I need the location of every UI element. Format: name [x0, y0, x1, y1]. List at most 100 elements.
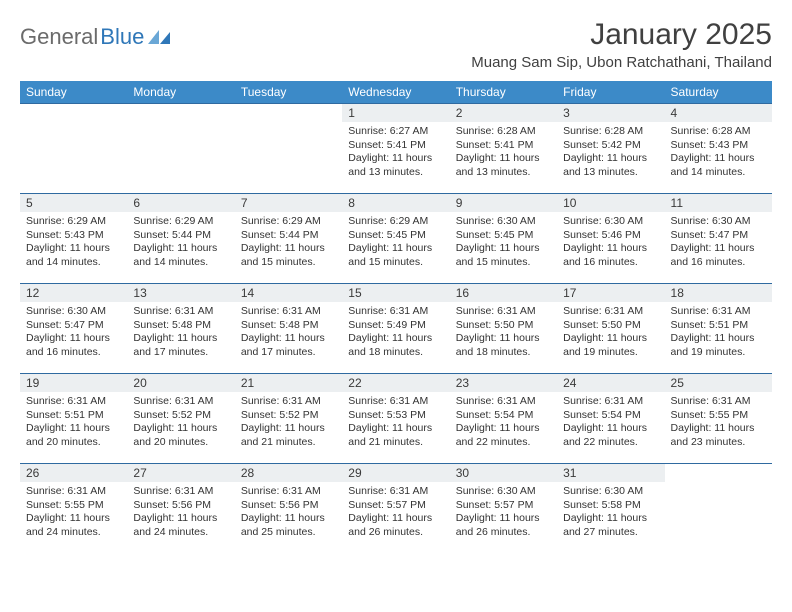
day-number: 6	[127, 194, 234, 212]
day-detail	[20, 122, 127, 129]
logo-sail-icon	[148, 30, 170, 44]
day-detail: Sunrise: 6:31 AMSunset: 5:51 PMDaylight:…	[20, 392, 127, 454]
day-detail: Sunrise: 6:28 AMSunset: 5:42 PMDaylight:…	[557, 122, 664, 184]
calendar-day-cell: 15Sunrise: 6:31 AMSunset: 5:49 PMDayligh…	[342, 284, 449, 374]
day-header: Saturday	[665, 81, 772, 104]
calendar-day-cell: 29Sunrise: 6:31 AMSunset: 5:57 PMDayligh…	[342, 464, 449, 554]
day-detail: Sunrise: 6:29 AMSunset: 5:44 PMDaylight:…	[127, 212, 234, 274]
location-subtitle: Muang Sam Sip, Ubon Ratchathani, Thailan…	[471, 54, 772, 71]
calendar-day-cell: 22Sunrise: 6:31 AMSunset: 5:53 PMDayligh…	[342, 374, 449, 464]
day-number: 15	[342, 284, 449, 302]
day-detail	[665, 482, 772, 489]
day-number: 17	[557, 284, 664, 302]
calendar-day-cell: 7Sunrise: 6:29 AMSunset: 5:44 PMDaylight…	[235, 194, 342, 284]
calendar-day-cell: 9Sunrise: 6:30 AMSunset: 5:45 PMDaylight…	[450, 194, 557, 284]
day-number: 1	[342, 104, 449, 122]
calendar-day-cell: 26Sunrise: 6:31 AMSunset: 5:55 PMDayligh…	[20, 464, 127, 554]
day-number: 9	[450, 194, 557, 212]
day-number: 23	[450, 374, 557, 392]
day-detail: Sunrise: 6:31 AMSunset: 5:54 PMDaylight:…	[450, 392, 557, 454]
calendar-table: SundayMondayTuesdayWednesdayThursdayFrid…	[20, 81, 772, 554]
day-number: 30	[450, 464, 557, 482]
calendar-week-row: 5Sunrise: 6:29 AMSunset: 5:43 PMDaylight…	[20, 194, 772, 284]
day-detail: Sunrise: 6:31 AMSunset: 5:50 PMDaylight:…	[450, 302, 557, 364]
day-detail: Sunrise: 6:31 AMSunset: 5:50 PMDaylight:…	[557, 302, 664, 364]
calendar-day-cell: 27Sunrise: 6:31 AMSunset: 5:56 PMDayligh…	[127, 464, 234, 554]
day-number: 29	[342, 464, 449, 482]
day-number: 13	[127, 284, 234, 302]
day-number: 27	[127, 464, 234, 482]
day-detail: Sunrise: 6:30 AMSunset: 5:46 PMDaylight:…	[557, 212, 664, 274]
calendar-day-cell	[127, 104, 234, 194]
calendar-week-row: 19Sunrise: 6:31 AMSunset: 5:51 PMDayligh…	[20, 374, 772, 464]
calendar-day-cell: 3Sunrise: 6:28 AMSunset: 5:42 PMDaylight…	[557, 104, 664, 194]
day-number: 11	[665, 194, 772, 212]
day-detail: Sunrise: 6:30 AMSunset: 5:45 PMDaylight:…	[450, 212, 557, 274]
title-block: January 2025 Muang Sam Sip, Ubon Ratchat…	[471, 18, 772, 77]
calendar-day-cell: 21Sunrise: 6:31 AMSunset: 5:52 PMDayligh…	[235, 374, 342, 464]
day-detail: Sunrise: 6:31 AMSunset: 5:48 PMDaylight:…	[127, 302, 234, 364]
calendar-day-cell: 16Sunrise: 6:31 AMSunset: 5:50 PMDayligh…	[450, 284, 557, 374]
day-number: 31	[557, 464, 664, 482]
day-detail: Sunrise: 6:31 AMSunset: 5:55 PMDaylight:…	[20, 482, 127, 544]
calendar-day-cell: 19Sunrise: 6:31 AMSunset: 5:51 PMDayligh…	[20, 374, 127, 464]
day-header: Monday	[127, 81, 234, 104]
day-number: 24	[557, 374, 664, 392]
day-detail: Sunrise: 6:28 AMSunset: 5:43 PMDaylight:…	[665, 122, 772, 184]
day-detail: Sunrise: 6:30 AMSunset: 5:47 PMDaylight:…	[20, 302, 127, 364]
day-detail: Sunrise: 6:29 AMSunset: 5:44 PMDaylight:…	[235, 212, 342, 274]
day-detail: Sunrise: 6:31 AMSunset: 5:48 PMDaylight:…	[235, 302, 342, 364]
calendar-day-cell: 31Sunrise: 6:30 AMSunset: 5:58 PMDayligh…	[557, 464, 664, 554]
calendar-day-cell: 5Sunrise: 6:29 AMSunset: 5:43 PMDaylight…	[20, 194, 127, 284]
logo-word2: Blue	[100, 24, 144, 50]
day-number: 22	[342, 374, 449, 392]
day-header: Wednesday	[342, 81, 449, 104]
calendar-header-row: SundayMondayTuesdayWednesdayThursdayFrid…	[20, 81, 772, 104]
calendar-day-cell: 8Sunrise: 6:29 AMSunset: 5:45 PMDaylight…	[342, 194, 449, 284]
calendar-day-cell: 1Sunrise: 6:27 AMSunset: 5:41 PMDaylight…	[342, 104, 449, 194]
day-detail	[127, 122, 234, 129]
day-detail: Sunrise: 6:31 AMSunset: 5:56 PMDaylight:…	[127, 482, 234, 544]
logo-word1: General	[20, 24, 98, 50]
day-detail: Sunrise: 6:30 AMSunset: 5:57 PMDaylight:…	[450, 482, 557, 544]
day-detail: Sunrise: 6:29 AMSunset: 5:43 PMDaylight:…	[20, 212, 127, 274]
calendar-day-cell: 12Sunrise: 6:30 AMSunset: 5:47 PMDayligh…	[20, 284, 127, 374]
day-detail: Sunrise: 6:31 AMSunset: 5:53 PMDaylight:…	[342, 392, 449, 454]
day-detail: Sunrise: 6:31 AMSunset: 5:52 PMDaylight:…	[235, 392, 342, 454]
day-detail: Sunrise: 6:31 AMSunset: 5:56 PMDaylight:…	[235, 482, 342, 544]
day-detail: Sunrise: 6:29 AMSunset: 5:45 PMDaylight:…	[342, 212, 449, 274]
day-number: 12	[20, 284, 127, 302]
calendar-day-cell: 4Sunrise: 6:28 AMSunset: 5:43 PMDaylight…	[665, 104, 772, 194]
day-detail: Sunrise: 6:31 AMSunset: 5:51 PMDaylight:…	[665, 302, 772, 364]
day-number: 14	[235, 284, 342, 302]
day-number: 8	[342, 194, 449, 212]
day-number: 20	[127, 374, 234, 392]
calendar-day-cell	[235, 104, 342, 194]
day-number: 26	[20, 464, 127, 482]
day-header: Sunday	[20, 81, 127, 104]
calendar-day-cell: 28Sunrise: 6:31 AMSunset: 5:56 PMDayligh…	[235, 464, 342, 554]
calendar-day-cell: 11Sunrise: 6:30 AMSunset: 5:47 PMDayligh…	[665, 194, 772, 284]
calendar-day-cell: 13Sunrise: 6:31 AMSunset: 5:48 PMDayligh…	[127, 284, 234, 374]
calendar-day-cell: 14Sunrise: 6:31 AMSunset: 5:48 PMDayligh…	[235, 284, 342, 374]
logo: GeneralBlue	[20, 24, 170, 50]
calendar-day-cell: 18Sunrise: 6:31 AMSunset: 5:51 PMDayligh…	[665, 284, 772, 374]
day-number: 3	[557, 104, 664, 122]
day-number: 18	[665, 284, 772, 302]
calendar-body: 1Sunrise: 6:27 AMSunset: 5:41 PMDaylight…	[20, 104, 772, 554]
day-header: Thursday	[450, 81, 557, 104]
calendar-day-cell: 17Sunrise: 6:31 AMSunset: 5:50 PMDayligh…	[557, 284, 664, 374]
calendar-day-cell: 25Sunrise: 6:31 AMSunset: 5:55 PMDayligh…	[665, 374, 772, 464]
header: GeneralBlue January 2025 Muang Sam Sip, …	[20, 18, 772, 77]
day-detail: Sunrise: 6:30 AMSunset: 5:47 PMDaylight:…	[665, 212, 772, 274]
calendar-day-cell: 23Sunrise: 6:31 AMSunset: 5:54 PMDayligh…	[450, 374, 557, 464]
day-number: 25	[665, 374, 772, 392]
day-header: Tuesday	[235, 81, 342, 104]
calendar-day-cell	[20, 104, 127, 194]
day-number: 16	[450, 284, 557, 302]
day-number: 7	[235, 194, 342, 212]
calendar-day-cell: 2Sunrise: 6:28 AMSunset: 5:41 PMDaylight…	[450, 104, 557, 194]
page-title: January 2025	[471, 18, 772, 52]
day-number: 2	[450, 104, 557, 122]
day-number: 4	[665, 104, 772, 122]
